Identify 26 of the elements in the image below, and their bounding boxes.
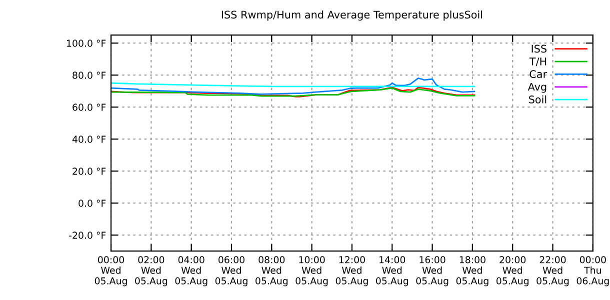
x-tick-label: 18:00 Wed 05.Aug — [456, 256, 488, 286]
x-tick-label: 20:00 Wed 05.Aug — [496, 256, 528, 286]
x-tick-label: 04:00 Wed 05.Aug — [175, 256, 208, 286]
y-tick-label: 0.0 °F — [78, 200, 106, 207]
x-tick-label: 12:00 Wed 05.Aug — [336, 256, 368, 286]
chart-title: ISS Rwmp/Hum and Average Temperature plusSoil — [222, 10, 482, 21]
x-tick-label: 16:00 Wed 05.Aug — [416, 256, 448, 286]
y-tick-label: 80.0 °F — [72, 72, 106, 79]
x-tick-label: 00:00 Wed 05.Aug — [94, 256, 127, 286]
x-tick-label: 08:00 Wed 05.Aug — [256, 256, 288, 286]
x-tick-label: 10:00 Wed 05.Aug — [296, 256, 328, 286]
x-tick-label: 22:00 Wed 05.Aug — [536, 256, 569, 286]
y-tick-label: 100.0 °F — [67, 40, 106, 47]
legend-label: Avg — [528, 82, 546, 93]
legend-label: Soil — [529, 95, 546, 104]
legend-label: Car — [530, 70, 548, 78]
y-tick-label: -20.0 °F — [69, 232, 106, 239]
x-tick-label: 02:00 Wed 05.Aug — [135, 256, 168, 286]
x-tick-label: 14:00 Wed 05.Aug — [376, 256, 408, 286]
legend-label: T/H — [529, 58, 546, 66]
y-tick-label: 60.0 °F — [72, 104, 106, 111]
y-tick-label: 20.0 °F — [72, 168, 106, 175]
y-tick-label: 40.0 °F — [72, 136, 106, 143]
x-tick-label: 00:00 Thu 06.Aug — [576, 256, 609, 286]
x-tick-label: 06:00 Wed 05.Aug — [215, 256, 248, 286]
legend-label: ISS — [532, 44, 547, 53]
